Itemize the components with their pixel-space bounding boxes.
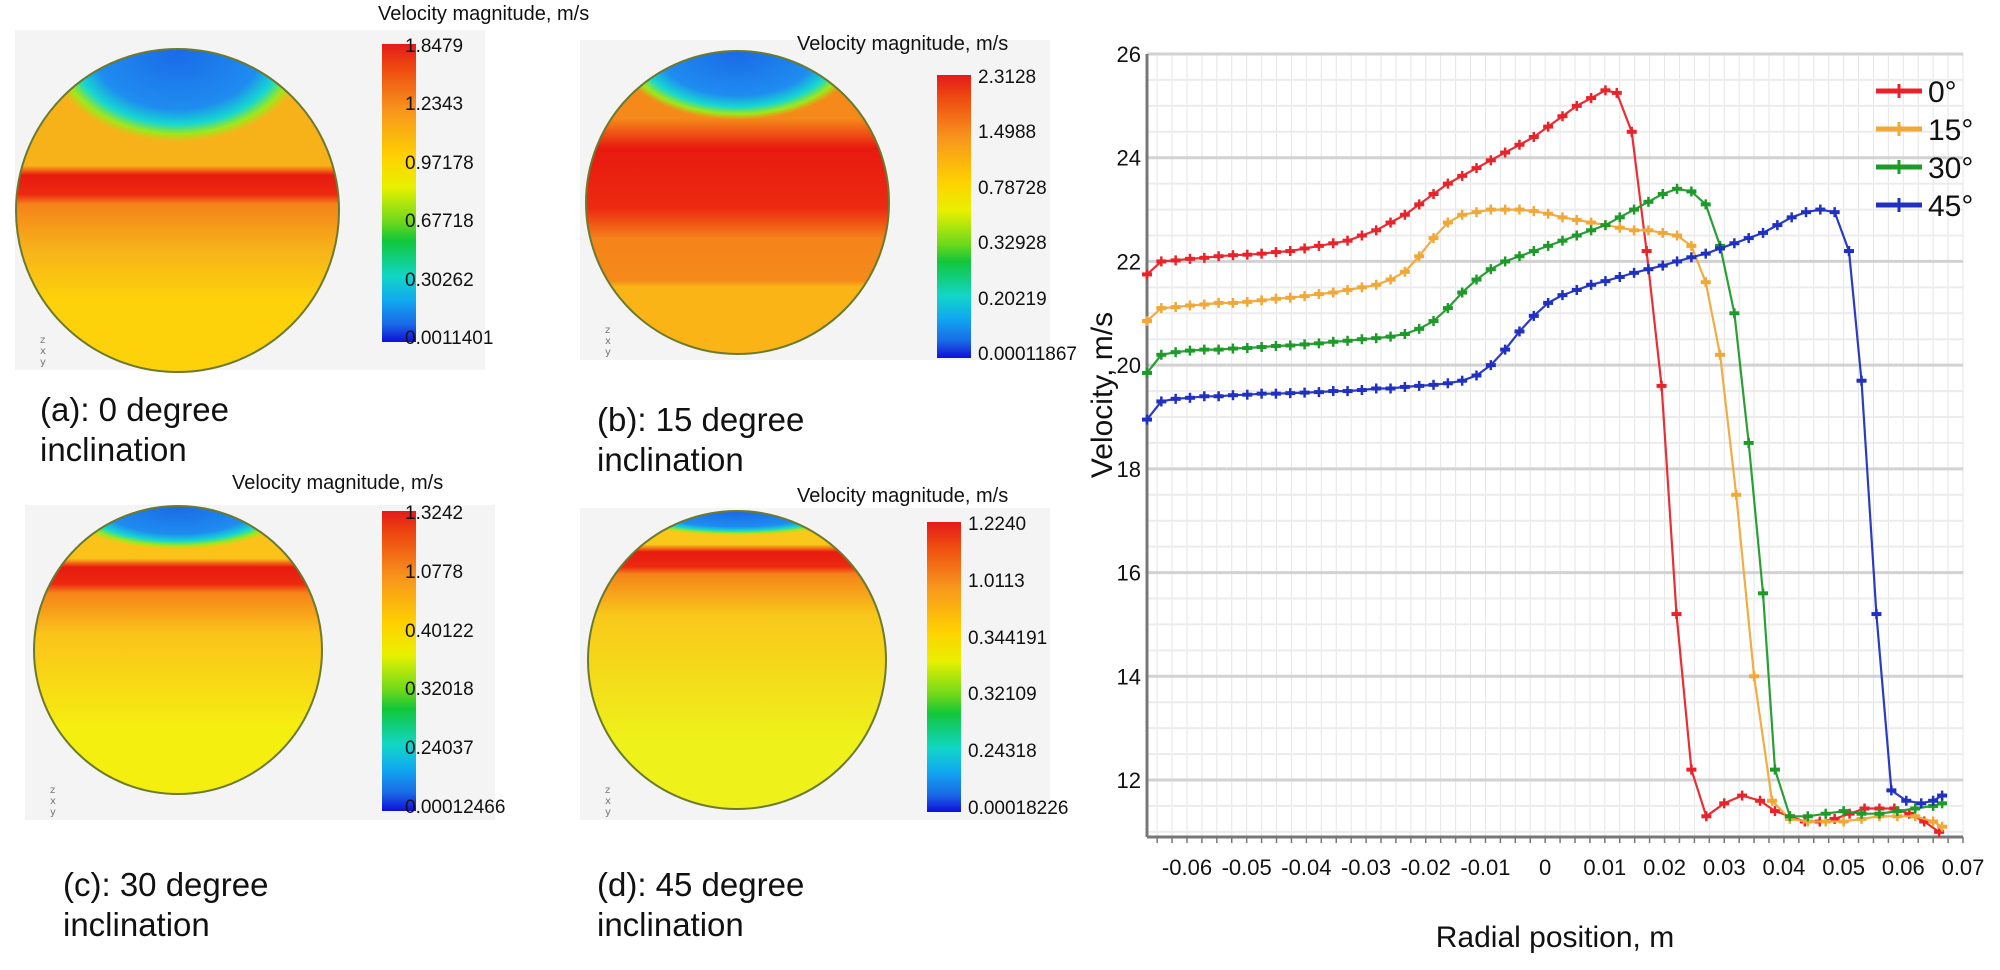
caption-line-1: (c): 30 degree xyxy=(63,866,269,903)
colorbar-tick-label: 0.40122 xyxy=(405,620,474,642)
axis-triad-icon: z x y xyxy=(605,325,611,358)
x-tick-label: 0.02 xyxy=(1643,855,1686,880)
y-tick-label: 12 xyxy=(1117,768,1141,793)
x-tick-label: -0.04 xyxy=(1281,855,1331,880)
colorbar-tick-label: 1.2343 xyxy=(405,94,464,116)
axis-triad-icon: z x y xyxy=(605,785,611,818)
colorbar-title: Velocity magnitude, m/s xyxy=(797,485,1009,507)
colorbar-tick-label: 0.24037 xyxy=(405,738,474,760)
x-tick-label: -0.05 xyxy=(1222,855,1272,880)
panel-caption: (b): 15 degree inclination xyxy=(597,400,804,480)
colorbar-tick-label: 1.2240 xyxy=(968,514,1027,535)
colorbar-tick-label: 2.3128 xyxy=(978,67,1037,88)
colorbar xyxy=(382,511,416,811)
caption-line-2: inclination xyxy=(63,906,210,943)
x-tick-label: 0 xyxy=(1539,855,1551,880)
legend-label: 0° xyxy=(1928,76,1957,109)
axis-triad-icon: z x y xyxy=(50,785,56,818)
colorbar-tick-label: 0.24318 xyxy=(968,741,1037,763)
plot-area xyxy=(1147,54,1963,838)
y-tick-label: 22 xyxy=(1117,249,1141,274)
legend-label: 30° xyxy=(1928,152,1973,185)
caption-line-1: (b): 15 degree xyxy=(597,401,805,438)
caption-line-2: inclination xyxy=(597,441,744,478)
colorbar-tick-label: 0.00012466 xyxy=(405,797,506,818)
panel-caption: (c): 30 degree inclination xyxy=(63,865,268,945)
colorbar-tick-label: 0.0011401 xyxy=(405,328,494,349)
x-tick-label: 0.04 xyxy=(1763,855,1806,880)
velocity-contour-disc xyxy=(15,48,340,373)
velocity-contour-disc xyxy=(585,50,890,355)
x-tick-label: 0.03 xyxy=(1703,855,1746,880)
colorbar-tick-label: 1.0113 xyxy=(968,570,1025,592)
colorbar-title: Velocity magnitude, m/s xyxy=(378,3,590,25)
x-tick-label: -0.03 xyxy=(1341,855,1391,880)
colorbar-tick-label: 0.32928 xyxy=(978,233,1047,255)
colorbar-tick-label: 0.32109 xyxy=(968,684,1037,706)
axis-triad-icon: z x y xyxy=(40,335,46,368)
caption-line-2: inclination xyxy=(40,431,187,468)
velocity-contour-disc xyxy=(587,510,887,810)
caption-line-1: (a): 0 degree xyxy=(40,391,229,428)
y-tick-label: 24 xyxy=(1117,146,1141,171)
colorbar-tick-label: 1.4988 xyxy=(978,122,1037,144)
colorbar-tick-label: 0.78728 xyxy=(978,177,1047,199)
legend-label: 45° xyxy=(1928,190,1973,223)
x-tick-label: -0.06 xyxy=(1162,855,1212,880)
colorbar-tick-label: 1.0778 xyxy=(405,561,464,583)
colorbar xyxy=(937,75,971,358)
colorbar-tick-label: 1.8479 xyxy=(405,36,464,57)
legend-label: 15° xyxy=(1928,114,1973,147)
panel-caption: (d): 45 degree inclination xyxy=(597,865,804,945)
colorbar-tick-label: 0.97178 xyxy=(405,152,474,174)
x-tick-label: 0.01 xyxy=(1583,855,1626,880)
y-tick-label: 26 xyxy=(1117,42,1141,67)
colorbar-tick-label: 0.67718 xyxy=(405,211,474,233)
x-tick-label: 0.07 xyxy=(1942,855,1985,880)
colorbar-tick-label: 0.00018226 xyxy=(968,798,1069,819)
colorbar-tick-label: 0.20219 xyxy=(978,288,1047,310)
y-tick-label: 18 xyxy=(1117,457,1141,482)
x-tick-label: 0.06 xyxy=(1882,855,1925,880)
y-axis-title: Velocity, m/s xyxy=(1086,312,1119,478)
x-tick-label: 0.05 xyxy=(1822,855,1865,880)
colorbar-tick-label: 0.344191 xyxy=(968,627,1048,649)
colorbar xyxy=(382,44,416,342)
caption-line-1: (d): 45 degree xyxy=(597,866,805,903)
y-tick-label: 16 xyxy=(1117,561,1141,586)
colorbar-title: Velocity magnitude, m/s xyxy=(232,472,444,494)
y-tick-label: 14 xyxy=(1117,664,1141,689)
colorbar xyxy=(927,522,961,812)
colorbar-title: Velocity magnitude, m/s xyxy=(797,33,1009,55)
x-tick-label: -0.02 xyxy=(1401,855,1451,880)
colorbar-tick-label: 1.3242 xyxy=(405,503,464,524)
caption-line-2: inclination xyxy=(597,906,744,943)
panel-caption: (a): 0 degree inclination xyxy=(40,390,229,470)
colorbar-tick-label: 0.00011867 xyxy=(978,344,1077,365)
colorbar-tick-label: 0.30262 xyxy=(405,269,474,291)
x-axis-title: Radial position, m xyxy=(1436,921,1674,954)
x-tick-label: -0.01 xyxy=(1460,855,1510,880)
velocity-contour-disc xyxy=(33,505,323,795)
y-tick-label: 20 xyxy=(1117,353,1141,378)
colorbar-tick-label: 0.32018 xyxy=(405,679,474,701)
